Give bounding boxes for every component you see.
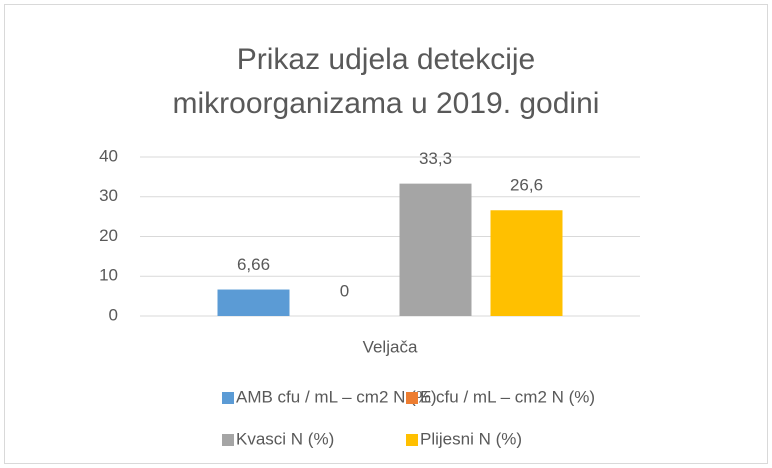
bar xyxy=(399,183,472,316)
legend-label: Kvasci N (%) xyxy=(236,429,334,448)
bar xyxy=(490,210,563,316)
chart-title: Prikaz udjela detekcije mikroorganizama … xyxy=(172,43,600,120)
legend-swatch xyxy=(406,434,418,446)
value-label: 6,66 xyxy=(237,255,270,274)
legend-label: AMB cfu / mL – cm2 N (%) xyxy=(236,387,437,406)
y-tick-label: 10 xyxy=(99,266,118,285)
legend-swatch xyxy=(222,392,234,404)
bar xyxy=(217,289,290,316)
legend-swatch xyxy=(406,392,418,404)
y-tick-label: 30 xyxy=(99,186,118,205)
y-tick-label: 40 xyxy=(99,146,118,165)
chart-border xyxy=(4,4,768,464)
value-label: 33,3 xyxy=(419,149,452,168)
legend-label: Plijesni N (%) xyxy=(420,429,522,448)
x-tick-label: Veljača xyxy=(363,337,418,356)
value-label: 26,6 xyxy=(510,176,543,195)
value-label: 0 xyxy=(340,281,349,300)
legend-swatch xyxy=(222,434,234,446)
y-tick-label: 0 xyxy=(109,305,118,324)
y-tick-label: 20 xyxy=(99,226,118,245)
legend-label: E cfu / mL – cm2 N (%) xyxy=(420,387,595,406)
